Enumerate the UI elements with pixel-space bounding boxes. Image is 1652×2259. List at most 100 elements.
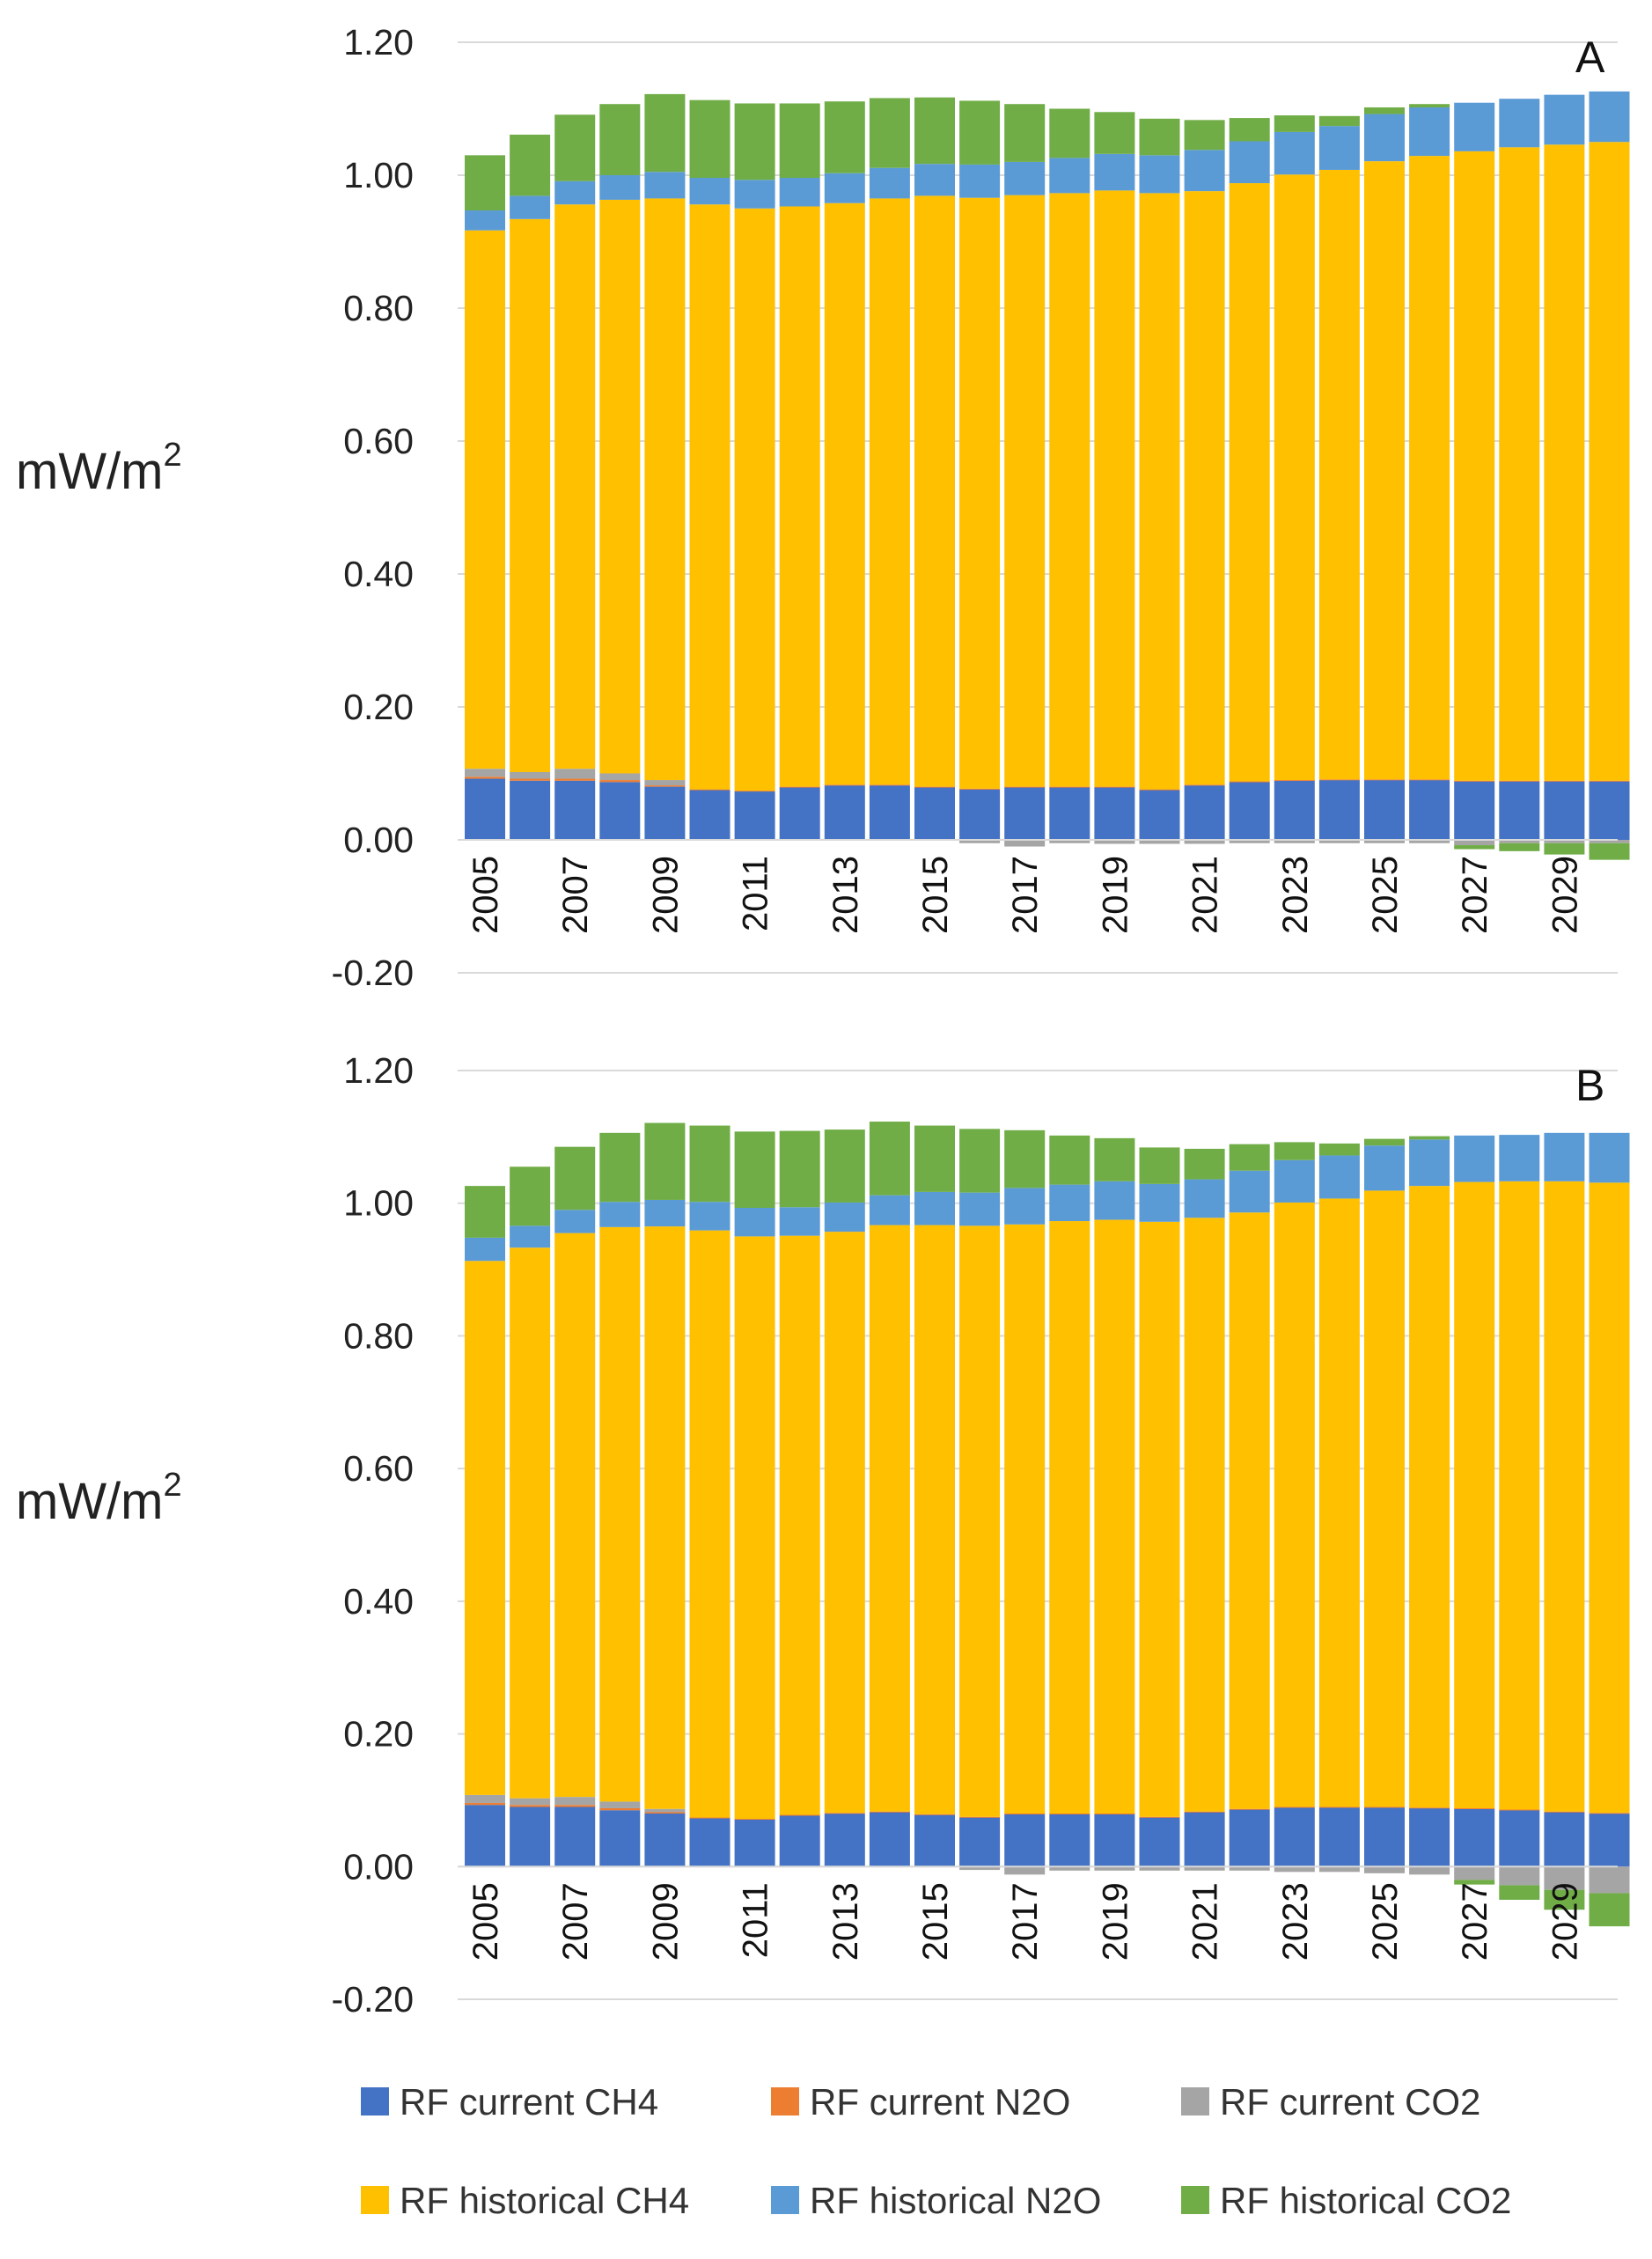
bar-segment [644,172,686,199]
bar-segment [869,1811,910,1813]
legend-swatch [361,2186,389,2214]
bar-segment [824,1813,865,1814]
bar-segment [1004,104,1046,162]
legend-swatch [361,2087,389,2116]
bar-segment [1229,118,1270,142]
bar-segment [599,773,641,781]
bar-segment [914,195,955,787]
bar-segment [1409,156,1450,780]
bar-segment [1318,1198,1360,1807]
bar-segment [689,789,731,791]
bar-segment [1004,1188,1046,1225]
bar-segment [1318,1806,1360,1808]
y-axis-label: mW/m2 [16,437,182,500]
bar-segment [914,1191,955,1225]
y-tick-label: 0.20 [343,687,414,727]
bar-segment [1184,191,1225,785]
bar-segment [689,178,731,205]
bar-segment [1139,155,1180,194]
bar-segment [1409,1136,1450,1140]
bar-segment [599,1807,641,1811]
bar-segment [1544,840,1585,843]
x-tick-label: 2027 [1456,856,1494,934]
bar-segment [734,103,775,180]
bar-segment [644,1226,686,1809]
y-tick-label: 0.80 [343,288,414,328]
bar-segment [1589,1814,1630,1867]
bar-segment [1184,1812,1225,1867]
bar-segment [1499,1810,1540,1867]
legend-item: RF historical CO2 [1181,2180,1511,2221]
bar-segment [1094,112,1135,154]
bar-segment [1544,1866,1585,1890]
bar-segment [644,198,686,781]
legend-swatch [1181,2087,1209,2116]
bar-segment [1589,843,1630,860]
bar-segment [1049,158,1090,194]
x-tick-label: 2013 [826,856,865,934]
bar-segment [1544,1181,1585,1812]
bar-segment [824,1814,865,1867]
legend-item: RF historical N2O [771,2180,1101,2221]
bar-segment [644,785,686,787]
bar-segment [599,1226,641,1802]
bar-segment [465,230,505,769]
bar-segment [959,1192,1001,1226]
bar-segment [1184,150,1225,192]
bar-segment [1544,144,1585,781]
bar-segment [869,1225,910,1812]
bar-segment [510,1225,551,1248]
bar-segment [1094,1181,1135,1220]
y-tick-label: 0.40 [343,1581,414,1622]
bar-segment [689,204,731,790]
bar-segment [779,1814,820,1816]
bar-segment [599,780,641,783]
bar-segment [644,1814,686,1867]
bar-segment [1589,1182,1630,1814]
bar-segment [1318,1155,1360,1199]
panel-a: 1.20 1.00 0.80 0.60 0.40 0.20 0.00 -0.20 mW/m2 A 2… [16,22,1630,993]
bar-segment [1409,104,1450,107]
x-tick-label: 2025 [1366,856,1405,934]
bar-segment [1409,779,1450,781]
x-tick-label: 2017 [1006,1882,1045,1961]
bar-segment [1589,1132,1630,1183]
bar-segment [914,1125,955,1192]
bar-segment [914,787,955,840]
x-tick-label: 2019 [1096,1882,1134,1961]
bar-segment [554,1806,596,1867]
x-tick-label: 2027 [1456,1882,1494,1961]
bar-segment [510,1798,551,1806]
x-tick-label: 2009 [646,856,685,934]
bar-segment [1229,1144,1270,1171]
bar-segment [1409,1807,1450,1809]
bar-segment [689,790,731,840]
bar-segment [824,785,865,840]
bar-segment [1409,1866,1450,1875]
bar-segment [1274,115,1315,132]
legend-swatch [771,2186,799,2214]
bar-segment [1274,131,1315,175]
bar-segment [1049,1866,1090,1871]
bar-segment [1274,1142,1315,1160]
bar-segment [599,1132,641,1203]
bar-segment [465,1794,505,1803]
bar-segment [465,1237,505,1262]
bar-segment [1139,1816,1180,1818]
bar-segment [779,178,820,207]
bar-segment [1364,1190,1405,1807]
bar-segment [869,784,910,786]
bar-segment [510,1166,551,1226]
bar-segment [959,1225,1001,1817]
bar-segment [465,1261,505,1795]
bar-segment [510,780,551,840]
y-tick-label: -0.20 [332,953,414,993]
bar-segment [1454,781,1495,840]
bar-segment [869,1122,910,1196]
bar-segment [1094,1219,1135,1814]
bar-segment [644,93,686,173]
legend-swatch [1181,2186,1209,2214]
bar-segment [644,786,686,840]
bar-segment [1454,1866,1495,1880]
